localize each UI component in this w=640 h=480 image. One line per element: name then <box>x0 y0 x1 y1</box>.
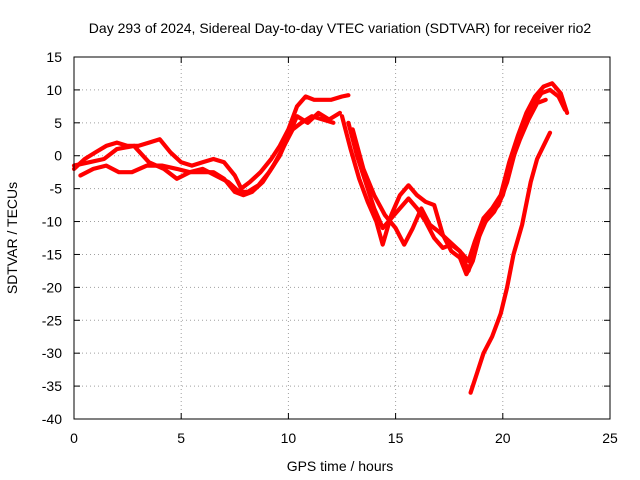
y-axis-label: SDTVAR / TECUs <box>4 182 20 294</box>
x-tick-label: 0 <box>70 430 78 446</box>
y-tick-label: 0 <box>54 148 62 164</box>
y-tick-label: 10 <box>46 82 62 98</box>
series-line-7 <box>468 130 553 395</box>
series-layer <box>71 81 570 395</box>
y-tick-label: -25 <box>42 312 62 328</box>
y-tick-label: -35 <box>42 378 62 394</box>
series-line-3 <box>78 114 336 198</box>
y-tick-label: -10 <box>42 214 62 230</box>
y-tick-label: -30 <box>42 345 62 361</box>
y-tick-label: -15 <box>42 246 62 262</box>
chart-title: Day 293 of 2024, Sidereal Day-to-day VTE… <box>89 20 592 36</box>
x-axis-label: GPS time / hours <box>287 458 394 474</box>
plot-frame <box>73 56 611 420</box>
series-line-1 <box>71 93 351 191</box>
x-tick-label: 25 <box>602 430 618 446</box>
tick-labels: 0 5 10 15 20 25 -40 -35 -30 -25 -20 -15 -10 -5 0 5 10 15 <box>42 49 618 446</box>
x-tick-label: 10 <box>281 430 297 446</box>
y-tick-label: 5 <box>54 115 62 131</box>
y-tick-label: -20 <box>42 279 62 295</box>
x-tick-label: 5 <box>177 430 185 446</box>
y-tick-label: 15 <box>46 49 62 65</box>
x-tick-label: 15 <box>388 430 404 446</box>
series-line-6 <box>350 97 548 273</box>
y-tick-label: -5 <box>50 181 63 197</box>
ticks-layer <box>73 56 611 420</box>
y-tick-label: -40 <box>42 411 62 427</box>
x-tick-label: 20 <box>495 430 511 446</box>
